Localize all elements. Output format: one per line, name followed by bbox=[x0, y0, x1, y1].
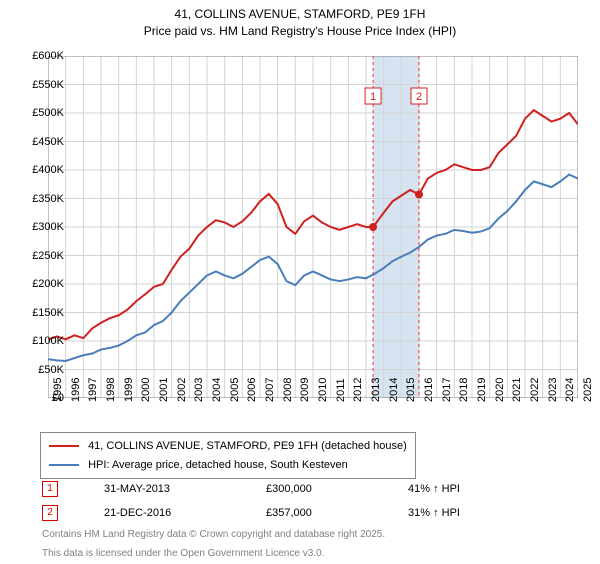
y-axis-label: £250K bbox=[32, 250, 64, 262]
x-axis-label: 2018 bbox=[458, 378, 470, 402]
x-axis-label: 2003 bbox=[193, 378, 205, 402]
x-axis-label: 2024 bbox=[564, 378, 576, 402]
y-axis-label: £200K bbox=[32, 278, 64, 290]
y-axis-label: £550K bbox=[32, 79, 64, 91]
copyright-line1: Contains HM Land Registry data © Crown c… bbox=[42, 526, 558, 543]
tx-price: £357,000 bbox=[266, 502, 406, 524]
x-axis-label: 2008 bbox=[282, 378, 294, 402]
x-axis-label: 2013 bbox=[370, 378, 382, 402]
svg-text:2: 2 bbox=[416, 91, 422, 103]
tx-date: 31-MAY-2013 bbox=[104, 478, 264, 500]
y-axis-label: £400K bbox=[32, 164, 64, 176]
x-axis-label: 2010 bbox=[317, 378, 329, 402]
legend-swatch-hpi bbox=[49, 464, 79, 466]
y-axis-label: £450K bbox=[32, 136, 64, 148]
tx-price: £300,000 bbox=[266, 478, 406, 500]
x-axis-label: 1999 bbox=[123, 378, 135, 402]
y-axis-label: £150K bbox=[32, 307, 64, 319]
x-axis-label: 2007 bbox=[264, 378, 276, 402]
price-chart: 12 bbox=[48, 56, 578, 398]
x-axis-label: 1995 bbox=[52, 378, 64, 402]
legend-row-hpi: HPI: Average price, detached house, Sout… bbox=[49, 456, 407, 475]
x-axis-label: 2020 bbox=[494, 378, 506, 402]
legend-swatch-property bbox=[49, 445, 79, 447]
legend-label-hpi: HPI: Average price, detached house, Sout… bbox=[88, 459, 348, 471]
x-axis-label: 2015 bbox=[405, 378, 417, 402]
x-axis-label: 2005 bbox=[229, 378, 241, 402]
x-axis-label: 2019 bbox=[476, 378, 488, 402]
y-axis-label: £350K bbox=[32, 193, 64, 205]
copyright-line2: This data is licensed under the Open Gov… bbox=[42, 545, 558, 562]
y-axis-label: £600K bbox=[32, 50, 64, 62]
tx-date: 21-DEC-2016 bbox=[104, 502, 264, 524]
y-axis-label: £100K bbox=[32, 335, 64, 347]
transaction-row: 1 31-MAY-2013 £300,000 41% ↑ HPI bbox=[42, 478, 558, 500]
x-axis-label: 2025 bbox=[582, 378, 594, 402]
y-axis-label: £300K bbox=[32, 221, 64, 233]
x-axis-label: 2001 bbox=[158, 378, 170, 402]
x-axis-label: 2022 bbox=[529, 378, 541, 402]
legend-row-property: 41, COLLINS AVENUE, STAMFORD, PE9 1FH (d… bbox=[49, 437, 407, 456]
x-axis-label: 1997 bbox=[87, 378, 99, 402]
x-axis-label: 2000 bbox=[140, 378, 152, 402]
x-axis-label: 2023 bbox=[547, 378, 559, 402]
x-axis-label: 2009 bbox=[299, 378, 311, 402]
marker-badge: 1 bbox=[42, 481, 58, 497]
x-axis-label: 1996 bbox=[70, 378, 82, 402]
y-axis-label: £500K bbox=[32, 107, 64, 119]
x-axis-label: 2011 bbox=[335, 378, 347, 402]
title-line1: 41, COLLINS AVENUE, STAMFORD, PE9 1FH bbox=[175, 7, 426, 21]
x-axis-label: 2017 bbox=[441, 378, 453, 402]
legend: 41, COLLINS AVENUE, STAMFORD, PE9 1FH (d… bbox=[40, 432, 416, 479]
chart-title: 41, COLLINS AVENUE, STAMFORD, PE9 1FH Pr… bbox=[0, 0, 600, 40]
x-axis-label: 2016 bbox=[423, 378, 435, 402]
x-axis-label: 2004 bbox=[211, 378, 223, 402]
x-axis-label: 2006 bbox=[246, 378, 258, 402]
tx-delta: 31% ↑ HPI bbox=[408, 502, 558, 524]
x-axis-label: 2021 bbox=[511, 378, 523, 402]
x-axis-label: 2014 bbox=[388, 378, 400, 402]
x-axis-label: 2012 bbox=[352, 378, 364, 402]
legend-label-property: 41, COLLINS AVENUE, STAMFORD, PE9 1FH (d… bbox=[88, 440, 407, 452]
title-line2: Price paid vs. HM Land Registry's House … bbox=[144, 24, 456, 38]
marker-badge: 2 bbox=[42, 505, 58, 521]
x-axis-label: 2002 bbox=[176, 378, 188, 402]
svg-text:1: 1 bbox=[370, 91, 376, 103]
y-axis-label: £50K bbox=[38, 364, 64, 376]
transaction-table: 1 31-MAY-2013 £300,000 41% ↑ HPI2 21-DEC… bbox=[40, 476, 560, 564]
x-axis-label: 1998 bbox=[105, 378, 117, 402]
transaction-row: 2 21-DEC-2016 £357,000 31% ↑ HPI bbox=[42, 502, 558, 524]
tx-delta: 41% ↑ HPI bbox=[408, 478, 558, 500]
